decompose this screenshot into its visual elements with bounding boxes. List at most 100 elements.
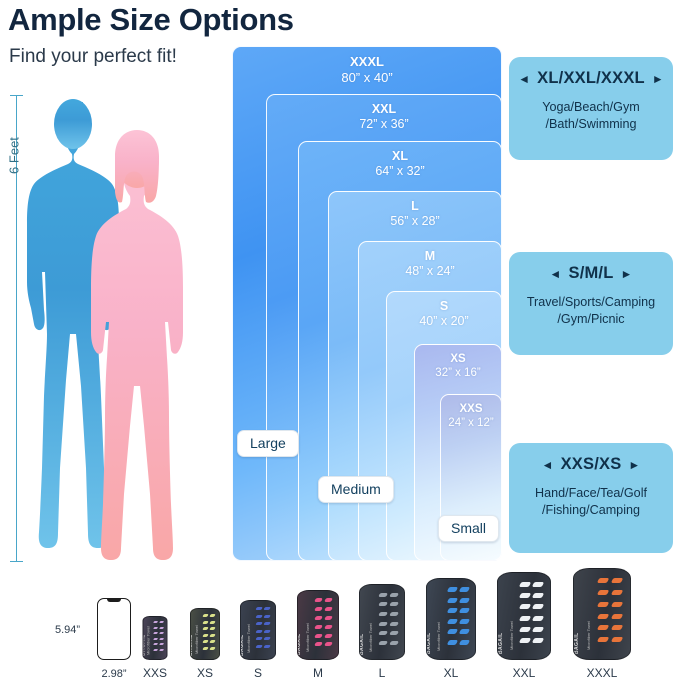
size-dimensions: 56” x 28” [390,214,440,229]
uses-line-1: Travel/Sports/Camping [526,295,656,309]
towel-weave-pattern [596,576,626,652]
uses-line-1: Yoga/Beach/Gym [542,100,640,114]
group-pill-large: Large [237,430,299,457]
usage-card-small-heading: ◄ XXS/XS ► [515,455,667,474]
usage-card-medium-uses: Travel/Sports/Camping /Gym/Picnic [515,294,667,327]
size-box-xxs-label: XXS 24” x 12” [441,402,501,430]
towel-weave-pattern [152,620,165,655]
towel-weave-pattern [377,591,402,653]
phone-width-label: 2.98” [101,668,127,680]
usage-card-small-uses: Hand/Face/Tea/Golf /Fishing/Camping [515,485,667,518]
size-dimensions: 24” x 12” [448,417,494,430]
towel-xl[interactable]: BAGAIL Microfiber Towel [426,578,476,660]
right-arrow-icon: ► [620,266,633,281]
product-comparison-row: 5.94” 2.98” BAGAIL Microfiber Towel XXS B… [0,568,679,682]
size-name: XXS [459,403,483,415]
towel-xxs[interactable]: BAGAIL Microfiber Towel [142,616,168,660]
page-title: Ample Size Options [8,2,294,37]
size-box-m-label: M 48” x 24” [359,249,501,280]
usage-card-large: ◄ XL/XXL/XXXL ► Yoga/Beach/Gym /Bath/Swi… [509,57,673,160]
right-arrow-icon: ► [628,457,641,472]
size-dimensions: 48” x 24” [405,264,455,279]
towel-sub-label: Microfiber Towel [194,625,200,654]
female-silhouette [91,130,183,560]
towel-s[interactable]: BAGAIL Microfiber Towel [240,600,276,660]
ruler-line [16,95,18,562]
usage-card-large-heading: ◄ XL/XXL/XXXL ► [515,69,667,88]
right-arrow-icon: ► [651,71,664,86]
phone-notch-icon [107,599,121,602]
towel-brand-label: BAGAIL [497,632,504,654]
towel-l[interactable]: BAGAIL Microfiber Towel [359,584,405,660]
uses-line-2: /Fishing/Camping [542,502,640,517]
towel-sub-label: Microfiber Towel [246,624,252,654]
group-pill-small: Small [438,515,500,542]
towel-brand-label: BAGAIL [240,633,245,656]
usage-card-medium: ◄ S/M/L ► Travel/Sports/Camping /Gym/Pic… [509,252,673,355]
size-box-xl-label: XL 64” x 32” [299,149,501,180]
towel-m[interactable]: BAGAIL Microfiber Towel [297,590,339,660]
size-name: S [439,299,449,313]
phone-height-label: 5.94” [55,624,81,636]
size-name: XS [450,353,466,365]
size-chart: XXXL 80” x 40” XXL 72” x 36” XL 64” x 32… [232,46,502,561]
towel-weave-pattern [519,580,547,652]
size-box-l-label: L 56” x 28” [329,199,501,230]
size-dimensions: 64” x 32” [375,164,425,179]
size-name: XXL [371,102,397,116]
male-silhouette [27,99,119,548]
product-size-label: XXL [512,666,536,680]
usage-card-small-sizes: XXS/XS [560,455,622,473]
phone-reference [97,598,131,660]
towel-brand-label: BAGAIL [426,632,433,655]
height-ruler-label: 6 Feet [6,137,22,174]
left-arrow-icon: ◄ [518,71,531,86]
size-dimensions: 32” x 16” [435,367,481,380]
size-box-xxl-label: XXL 72” x 36” [267,102,501,133]
uses-line-2: /Bath/Swimming [545,116,637,131]
towel-sub-label: Microfiber Towel [585,621,591,650]
size-name: L [411,199,419,213]
towel-xxl[interactable]: BAGAIL Microfiber Towel [497,572,551,660]
towel-sub-label: Microfiber Towel [436,622,442,651]
towel-xs[interactable]: BAGAIL Microfiber Towel [190,608,220,660]
size-name: XXXL [350,54,384,69]
towel-sub-label: Microfiber Towel [508,621,514,651]
usage-card-large-sizes: XL/XXL/XXXL [537,69,645,87]
size-name: M [424,249,436,263]
size-box-xxxl-label: XXXL 80” x 40” [233,54,501,86]
ruler-bottom-cap [10,560,23,562]
towel-brand-label: BAGAIL [297,633,303,655]
uses-line-1: Hand/Face/Tea/Golf [534,486,647,500]
left-arrow-icon: ◄ [549,266,562,281]
usage-card-medium-sizes: S/M/L [568,264,614,282]
size-dimensions: 40” x 20” [419,314,469,329]
size-box-xs-label: XS 32” x 16” [415,352,501,380]
product-size-label: XXS [142,666,168,680]
towel-weave-pattern [446,585,472,652]
uses-line-2: /Gym/Picnic [557,311,625,326]
product-size-label: XS [196,666,214,680]
product-size-label: S [253,666,263,680]
towel-brand-label: BAGAIL [359,632,365,655]
towel-weave-pattern [202,613,217,655]
size-box-s-label: S 40” x 20” [387,299,501,330]
left-arrow-icon: ◄ [541,457,554,472]
group-pill-medium: Medium [318,476,394,503]
towel-weave-pattern [254,606,273,655]
usage-card-medium-heading: ◄ S/M/L ► [515,264,667,283]
product-size-label: L [378,666,386,680]
towel-weave-pattern [314,596,336,653]
towel-sub-label: Microfiber Towel [305,623,310,653]
size-dimensions: 80” x 40” [341,69,393,85]
usage-card-large-uses: Yoga/Beach/Gym /Bath/Swimming [515,99,667,132]
towel-sub-label: Microfiber Towel [368,622,374,652]
product-size-label: XXXL [586,666,618,680]
product-size-label: XL [443,666,459,680]
towel-xxxl[interactable]: BAGAIL Microfiber Towel [573,568,631,660]
usage-card-small: ◄ XXS/XS ► Hand/Face/Tea/Golf /Fishing/C… [509,443,673,553]
size-dimensions: 72” x 36” [359,117,409,132]
height-ruler [10,95,24,562]
towel-sub-label: Microfiber Towel [145,625,151,655]
size-name: XL [392,149,408,163]
